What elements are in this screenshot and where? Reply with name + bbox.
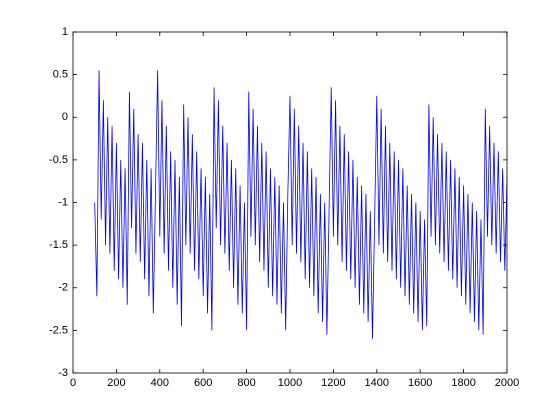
y-tick-label: -0.5 (49, 154, 68, 166)
y-tick-label: 0 (62, 111, 68, 123)
x-tick-label: 600 (194, 377, 212, 389)
x-tick-label: 1600 (408, 377, 432, 389)
y-tick-label: -2 (58, 282, 68, 294)
x-tick-label: 1000 (278, 377, 302, 389)
y-tick-label: -2.5 (49, 324, 68, 336)
data-line (94, 70, 508, 339)
y-tick-label: 0.5 (53, 69, 68, 81)
x-tick-label: 400 (151, 377, 169, 389)
x-tick-label: 0 (70, 377, 76, 389)
x-tick-label: 1800 (451, 377, 475, 389)
y-tick-label: -1.5 (49, 239, 68, 251)
x-tick-label: 2000 (495, 377, 519, 389)
x-tick-label: 1200 (321, 377, 345, 389)
plot-area (73, 32, 507, 373)
y-tick-label: -3 (58, 367, 68, 379)
x-tick-label: 1400 (365, 377, 389, 389)
y-tick-label: -1 (58, 196, 68, 208)
x-tick-label: 800 (237, 377, 255, 389)
y-tick-label: 1 (62, 26, 68, 38)
x-tick-label: 200 (107, 377, 125, 389)
